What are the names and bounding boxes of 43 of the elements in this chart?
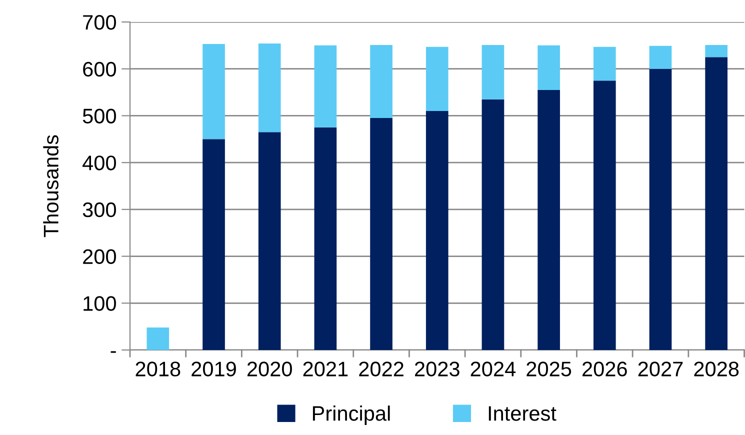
y-tick-label: - — [110, 351, 116, 353]
bar — [649, 68, 672, 350]
x-tick-label: 2027 — [638, 362, 683, 376]
bar — [649, 46, 672, 69]
bar — [258, 44, 281, 132]
bar — [258, 132, 281, 350]
bar — [482, 44, 504, 100]
x-tick-label: 2023 — [415, 362, 460, 376]
x-tick-label: 2019 — [192, 362, 236, 376]
x-tick-label: 2024 — [470, 362, 516, 376]
bar — [593, 46, 616, 81]
bar — [370, 118, 392, 350]
y-tick-label: 100 — [84, 296, 116, 311]
bar — [705, 57, 728, 350]
x-tick-label: 2021 — [303, 362, 348, 376]
bar — [314, 127, 337, 350]
y-tick-label: 400 — [82, 156, 116, 170]
bar — [593, 80, 616, 350]
bar — [538, 90, 560, 350]
y-tick-label: 600 — [83, 62, 116, 77]
y-tick-label: 700 — [83, 15, 116, 30]
bar — [482, 99, 504, 350]
bar — [146, 328, 170, 350]
x-tick-label: 2028 — [694, 362, 739, 376]
bar — [370, 44, 392, 118]
bar — [705, 44, 728, 58]
y-tick-label: 200 — [83, 249, 116, 264]
x-tick-label: 2018 — [136, 362, 180, 376]
bar — [426, 46, 448, 112]
x-tick-label: 2026 — [582, 362, 627, 376]
bar — [202, 139, 225, 350]
x-tick-label: 2020 — [247, 362, 292, 376]
bar — [426, 111, 448, 350]
y-tick-label: 300 — [82, 202, 116, 218]
x-tick-label: 2022 — [359, 362, 404, 376]
y-tick-label: 500 — [82, 108, 116, 124]
bar — [538, 45, 560, 90]
legend-label: Principal — [312, 406, 390, 425]
y-axis-title: Thousands — [43, 135, 58, 238]
x-tick-label: 2025 — [526, 362, 572, 376]
bar — [314, 45, 337, 128]
bar — [202, 44, 225, 140]
legend-label: Interest — [488, 406, 556, 421]
